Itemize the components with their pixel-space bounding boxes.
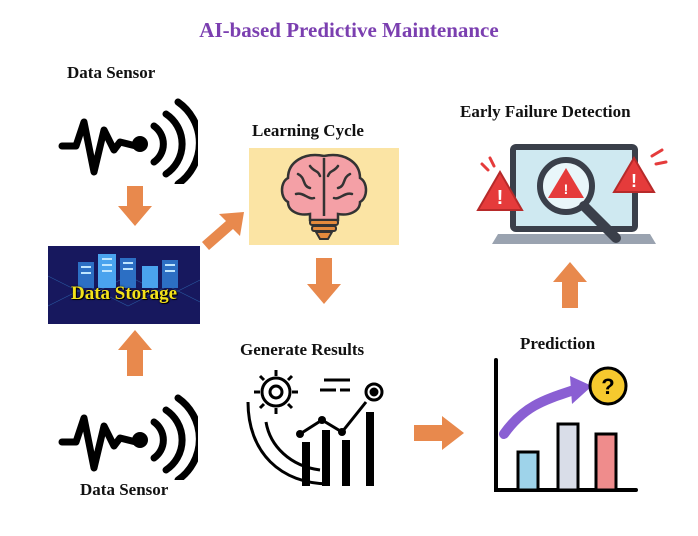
svg-text:?: ? (601, 374, 614, 399)
gear-analytics-icon (240, 362, 390, 492)
arrow-sensor-to-storage (118, 186, 152, 231)
signal-wave-icon (58, 388, 198, 480)
sensor-bottom-label: Data Sensor (80, 480, 169, 499)
learning-cycle-label: Learning Cycle (252, 121, 364, 140)
bar-chart-question-icon: ? (484, 356, 644, 496)
arrow-learning-to-results (307, 258, 341, 309)
server-rack-icon (48, 246, 200, 324)
arrow-results-to-prediction (414, 416, 464, 455)
arrow-prediction-to-detection (553, 262, 587, 313)
signal-wave-icon (58, 92, 198, 184)
arrow-bottom-sensor-to-storage (118, 330, 152, 381)
diagram-title: AI-based Predictive Maintenance (199, 18, 499, 42)
sensor-top-label: Data Sensor (67, 63, 156, 82)
early-failure-detection-label: Early Failure Detection (460, 102, 631, 121)
data-storage-label: Data Storage (70, 283, 178, 304)
brain-lightbulb-icon (274, 150, 374, 247)
svg-text:!: ! (631, 171, 637, 191)
data-storage-panel: Data Storage (48, 246, 200, 324)
laptop-alert-magnifier-icon: ! ! ! (476, 136, 672, 262)
generate-results-label: Generate Results (240, 340, 365, 359)
svg-text:!: ! (497, 187, 504, 209)
svg-text:!: ! (564, 181, 569, 197)
learning-cycle-panel (249, 148, 399, 245)
prediction-label: Prediction (520, 334, 596, 353)
arrow-storage-to-learning (200, 208, 248, 257)
